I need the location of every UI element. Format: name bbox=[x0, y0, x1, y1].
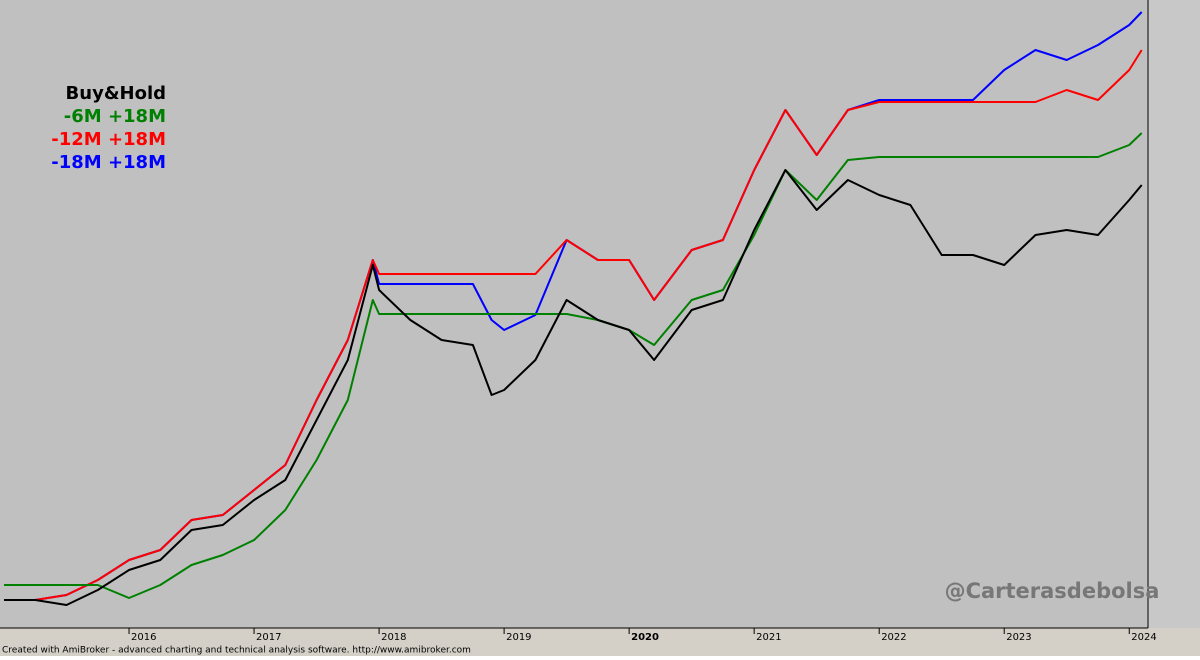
x-tick-label: 2023 bbox=[1006, 632, 1031, 643]
x-tick-label: 2018 bbox=[381, 632, 406, 643]
x-tick-label: 2022 bbox=[881, 632, 906, 643]
axis-area bbox=[0, 628, 1200, 656]
series-line bbox=[4, 132, 1143, 599]
plot-area bbox=[0, 0, 1148, 628]
legend-entry: -12M +18M bbox=[51, 129, 166, 150]
watermark: @Carterasdebolsa bbox=[945, 579, 1160, 603]
x-tick-label: 2020 bbox=[631, 632, 659, 643]
legend-entry: Buy&Hold bbox=[66, 83, 166, 104]
x-tick-label: 2019 bbox=[506, 632, 531, 643]
x-tick-label: 2017 bbox=[256, 632, 281, 643]
right-strip bbox=[1148, 0, 1200, 628]
series-line bbox=[4, 49, 1143, 601]
legend-entry: -18M +18M bbox=[51, 152, 166, 173]
footer: Created with AmiBroker - advanced charti… bbox=[2, 646, 471, 656]
x-tick-label: 2021 bbox=[756, 632, 781, 643]
legend-entry: -6M +18M bbox=[64, 106, 166, 127]
x-tick-label: 2024 bbox=[1131, 632, 1156, 643]
x-tick-label: 2016 bbox=[131, 632, 156, 643]
series-line bbox=[4, 169, 1143, 606]
